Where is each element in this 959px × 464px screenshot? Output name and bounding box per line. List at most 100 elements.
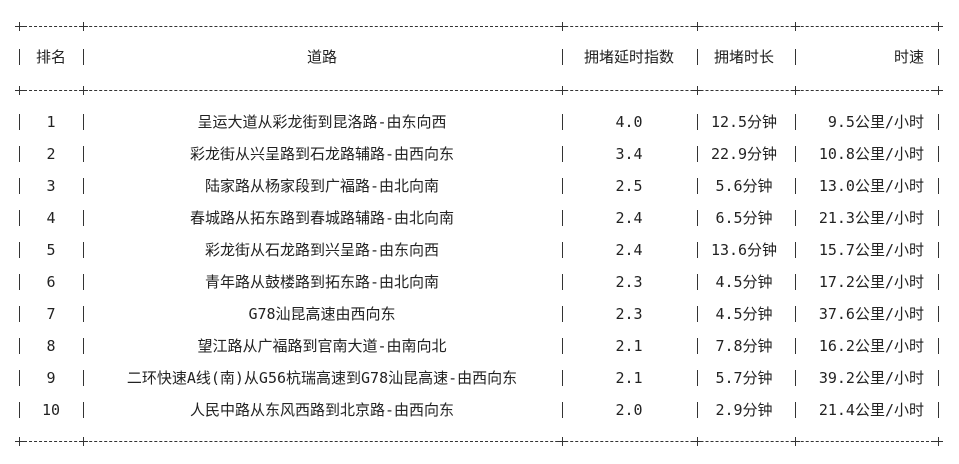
column-separator [938,306,939,322]
column-separator [83,370,84,386]
cell-road: 望江路从广福路到官南大道-由南向北 [197,337,447,355]
column-separator [697,178,698,194]
column-separator [697,242,698,258]
cell-rank: 2 [46,145,56,163]
cell-congestion-duration: 5.6分钟 [715,177,773,195]
cell-congestion-duration: 4.5分钟 [715,273,773,291]
column-separator [83,338,84,354]
column-separator [83,306,84,322]
cell-speed: 21.3公里/小时 [818,209,924,227]
column-separator [938,178,939,194]
cell-rank: 9 [46,369,56,387]
border-junction [693,437,702,446]
column-separator [562,242,563,258]
cell-road: 青年路从鼓楼路到拓东路-由北向南 [204,273,440,291]
border-junction [791,437,800,446]
border-junction [79,437,88,446]
cell-rank: 10 [41,401,61,419]
column-separator [83,242,84,258]
header-congestion-duration: 拥堵时长 [713,48,775,66]
column-separator [562,114,563,130]
border-junction [558,22,567,31]
border-junction [15,22,24,31]
cell-road: 彩龙街从兴呈路到石龙路辅路-由西向东 [189,145,455,163]
header-delay-index: 拥堵延时指数 [583,48,675,66]
cell-speed: 15.7公里/小时 [818,241,924,259]
column-separator [562,178,563,194]
column-separator [795,210,796,226]
column-separator [19,146,20,162]
column-separator [938,210,939,226]
column-separator [795,338,796,354]
cell-speed: 13.0公里/小时 [818,177,924,195]
column-separator [938,146,939,162]
cell-road: 二环快速A线(南)从G56杭瑞高速到G78汕昆高速-由西向东 [126,369,518,387]
column-separator [83,402,84,418]
cell-delay-index: 2.1 [615,369,643,387]
column-separator [938,370,939,386]
cell-rank: 5 [46,241,56,259]
column-separator [83,210,84,226]
column-separator [562,274,563,290]
cell-delay-index: 2.1 [615,337,643,355]
column-separator [83,274,84,290]
column-separator [19,306,20,322]
cell-speed: 21.4公里/小时 [818,401,924,419]
cell-delay-index: 4.0 [615,113,643,131]
border-junction [558,437,567,446]
cell-road: 人民中路从东风西路到北京路-由西向东 [189,401,455,419]
column-separator [697,146,698,162]
cell-delay-index: 2.5 [615,177,643,195]
column-separator [19,178,20,194]
cell-congestion-duration: 7.8分钟 [715,337,773,355]
column-separator [697,49,698,65]
border-junction [558,86,567,95]
column-separator [697,338,698,354]
column-separator [19,210,20,226]
cell-congestion-duration: 4.5分钟 [715,305,773,323]
column-separator [83,146,84,162]
cell-congestion-duration: 12.5分钟 [710,113,778,131]
border-junction [693,22,702,31]
column-separator [938,274,939,290]
column-separator [19,49,20,65]
column-separator [795,274,796,290]
cell-road: G78汕昆高速由西向东 [248,305,396,323]
border-junction [934,22,943,31]
column-separator [938,49,939,65]
cell-rank: 3 [46,177,56,195]
column-separator [19,370,20,386]
column-separator [697,274,698,290]
column-separator [562,146,563,162]
border-junction [79,22,88,31]
column-separator [562,306,563,322]
cell-road: 陆家路从杨家段到广福路-由北向南 [204,177,440,195]
header-road: 道路 [306,48,338,66]
cell-rank: 6 [46,273,56,291]
cell-delay-index: 2.4 [615,209,643,227]
column-separator [795,402,796,418]
cell-speed: 10.8公里/小时 [818,145,924,163]
cell-speed: 9.5公里/小时 [827,113,924,131]
border-junction [79,86,88,95]
column-separator [795,114,796,130]
border-junction [791,86,800,95]
table-border [19,26,939,27]
table-border [19,90,939,91]
cell-delay-index: 2.3 [615,305,643,323]
cell-road: 彩龙街从石龙路到兴呈路-由东向西 [204,241,440,259]
column-separator [562,338,563,354]
column-separator [795,306,796,322]
cell-speed: 37.6公里/小时 [818,305,924,323]
column-separator [795,370,796,386]
column-separator [697,306,698,322]
cell-delay-index: 2.4 [615,241,643,259]
cell-rank: 4 [46,209,56,227]
column-separator [83,49,84,65]
header-rank: 排名 [35,48,67,66]
cell-delay-index: 2.3 [615,273,643,291]
column-separator [19,338,20,354]
column-separator [83,178,84,194]
cell-congestion-duration: 6.5分钟 [715,209,773,227]
column-separator [562,370,563,386]
